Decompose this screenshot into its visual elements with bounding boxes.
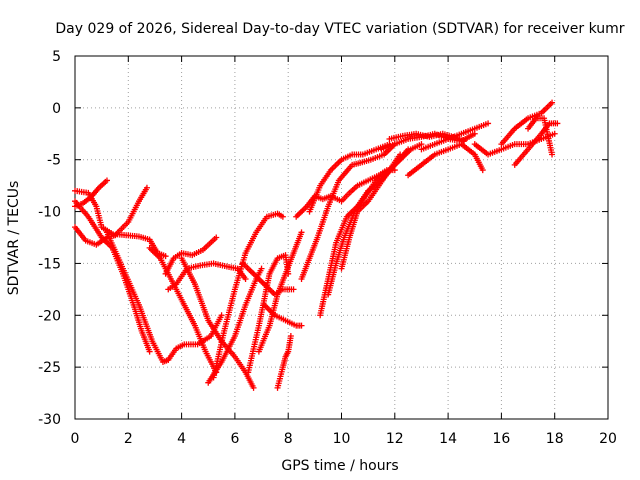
x-tick-label: 8 — [284, 431, 293, 447]
series-s8 — [162, 234, 220, 277]
data-series — [72, 99, 561, 391]
data-point — [213, 234, 220, 241]
data-point — [549, 99, 556, 106]
series-s22 — [325, 151, 404, 298]
y-axis: -30 -25 -20 -15 -10 -5 0 5 — [38, 49, 608, 428]
series-s26 — [405, 141, 486, 179]
data-point — [485, 120, 492, 127]
x-tick-label: 2 — [124, 431, 133, 447]
x-tick-label: 0 — [71, 431, 80, 447]
x-tick-label: 20 — [599, 431, 617, 447]
data-point — [298, 229, 305, 236]
data-point — [290, 286, 297, 293]
x-tick-label: 14 — [439, 431, 457, 447]
data-point — [397, 151, 404, 158]
series-s31 — [525, 115, 556, 158]
data-point — [162, 253, 169, 260]
series-s3 — [72, 198, 153, 355]
series-s13 — [239, 260, 297, 298]
y-tick-label: -5 — [47, 153, 61, 169]
x-tick-label: 4 — [177, 431, 186, 447]
series-s5 — [103, 229, 172, 365]
y-tick-label: 0 — [52, 101, 61, 117]
y-tick-label: -25 — [38, 360, 61, 376]
x-axis: 0 2 4 6 8 10 12 14 16 18 20 — [71, 56, 617, 447]
data-point — [279, 213, 286, 220]
data-point — [479, 167, 486, 174]
x-tick-label: 18 — [546, 431, 564, 447]
x-tick-label: 16 — [492, 431, 510, 447]
x-tick-label: 6 — [230, 431, 239, 447]
data-point — [549, 151, 556, 158]
y-axis-label: SDTVAR / TECUs — [6, 181, 22, 296]
data-point — [103, 177, 110, 184]
data-point — [418, 141, 425, 148]
data-point — [250, 384, 257, 391]
data-point — [554, 120, 561, 127]
data-point — [218, 312, 225, 319]
x-axis-label: GPS time / hours — [281, 458, 398, 474]
series-s4 — [72, 224, 169, 260]
series-s28 — [471, 130, 558, 158]
x-tick-label: 10 — [333, 431, 351, 447]
data-point — [471, 130, 478, 137]
series-s2 — [72, 184, 150, 239]
y-tick-label: -30 — [38, 412, 61, 428]
series-s23 — [338, 141, 425, 272]
data-point — [298, 322, 305, 329]
data-point — [287, 333, 294, 340]
y-tick-label: -20 — [38, 308, 61, 324]
series-s19 — [298, 141, 398, 282]
data-point — [242, 275, 249, 282]
data-point — [258, 265, 265, 272]
data-point — [146, 348, 153, 355]
series-s27 — [418, 120, 492, 153]
series-s20 — [306, 141, 393, 215]
chart-title: Day 029 of 2026, Sidereal Day-to-day VTE… — [55, 21, 624, 37]
series-s14 — [245, 252, 292, 376]
series-s15 — [255, 229, 305, 355]
data-point — [461, 138, 468, 145]
series-s29 — [498, 99, 556, 148]
series-s6 — [165, 312, 225, 363]
data-point — [143, 184, 150, 191]
y-tick-label: 5 — [52, 49, 61, 65]
y-tick-label: -10 — [38, 205, 61, 221]
series-s11 — [205, 265, 265, 386]
series-s17 — [274, 333, 294, 391]
x-tick-label: 12 — [386, 431, 404, 447]
series-s12 — [210, 210, 286, 381]
y-tick-label: -15 — [38, 256, 61, 272]
data-point — [551, 130, 558, 137]
series-s16 — [261, 301, 305, 329]
